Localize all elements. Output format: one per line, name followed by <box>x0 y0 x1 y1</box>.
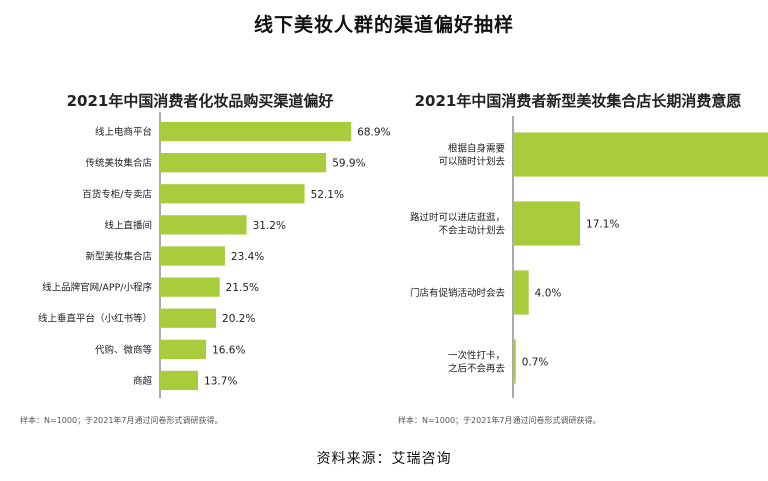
right-category-label: 不会主动计划去 <box>438 225 505 237</box>
left-value-label: 52.1% <box>311 189 344 201</box>
right-category-label: 之后不会再去 <box>448 363 506 375</box>
left-category-label: 商超 <box>133 375 153 387</box>
right-bar <box>513 132 768 177</box>
left-value-label: 13.7% <box>204 375 237 387</box>
left-bar <box>160 339 207 359</box>
left-value-label: 20.2% <box>222 313 255 325</box>
left-value-label: 23.4% <box>231 251 264 263</box>
left-chart-title: 2021年中国消费者化妆品购买渠道偏好 <box>66 92 334 110</box>
right-chart-title: 2021年中国消费者新型美妆集合店长期消费意愿 <box>414 92 742 110</box>
left-value-label: 68.9% <box>357 127 390 139</box>
left-category-label: 线上直播间 <box>104 219 152 231</box>
left-bar-chart: 线上电商平台 68.9% 传统美妆集合店 59.9% 百货专柜/专卖店 52.1% 线上直播… <box>38 112 390 398</box>
left-category-label: 代购、微商等 <box>95 344 153 356</box>
left-bar <box>160 121 352 142</box>
right-category-label: 一次性打卡， <box>448 350 505 362</box>
right-category-label: 根据自身需要 <box>448 143 505 155</box>
source-text: 资料来源：艾瑞咨询 <box>316 451 452 467</box>
right-value-label: 4.0% <box>535 288 562 300</box>
left-bar <box>160 153 327 173</box>
left-category-label: 线上垂直平台（小红书等） <box>38 313 152 325</box>
right-value-label: 0.7% <box>522 357 549 369</box>
left-value-label: 21.5% <box>226 282 259 294</box>
right-bar-chart: 根据自身需要可以随时计划去78.1%路过时可以进店逛逛，不会主动计划去17.1%… <box>410 116 768 398</box>
right-bar <box>513 339 516 384</box>
left-category-label: 传统美妆集合店 <box>85 157 152 169</box>
left-bar <box>160 215 247 235</box>
left-bar <box>160 277 220 297</box>
right-category-label: 可以随时计划去 <box>438 156 505 168</box>
left-bar <box>160 184 305 204</box>
left-value-label: 31.2% <box>253 220 286 232</box>
left-category-label: 线上品牌官网/APP/小程序 <box>42 282 152 294</box>
left-category-label: 新型美妆集合店 <box>85 251 152 263</box>
right-value-label: 17.1% <box>586 219 619 231</box>
left-chart-note: 样本：N=1000；于2021年7月通过问卷形式调研获得。 <box>20 416 223 425</box>
page-title: 线下美妆人群的渠道偏好抽样 <box>253 14 514 36</box>
left-value-label: 59.9% <box>332 158 365 170</box>
left-value-label: 16.6% <box>212 344 245 356</box>
left-bar <box>160 246 225 266</box>
right-category-label: 门店有促销活动时会去 <box>410 287 506 299</box>
left-category-label: 百货专柜/专卖店 <box>82 188 152 200</box>
right-bar <box>513 201 581 246</box>
left-bar <box>160 308 217 328</box>
right-bar <box>513 270 529 315</box>
right-chart-note: 样本：N=1000；于2021年7月通过问卷形式调研获得。 <box>398 416 601 425</box>
right-category-label: 路过时可以进店逛逛， <box>410 212 505 224</box>
left-bar <box>160 370 199 391</box>
left-category-label: 线上电商平台 <box>95 126 152 138</box>
